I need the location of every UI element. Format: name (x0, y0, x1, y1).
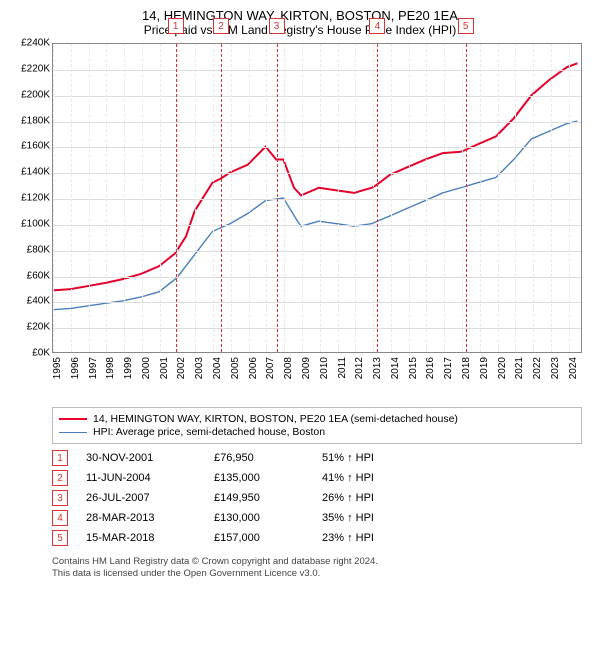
sale-price: £130,000 (214, 512, 304, 524)
sales-row: 5 15-MAR-2018 £157,000 23% ↑ HPI (52, 530, 582, 546)
sale-price: £76,950 (214, 452, 304, 464)
x-tick-label: 2020 (497, 357, 508, 379)
sale-marker-box: 2 (213, 18, 229, 34)
x-tick-label: 1999 (123, 357, 134, 379)
x-tick-label: 2024 (568, 357, 579, 379)
y-tick-label: £40K (27, 296, 50, 307)
chart-title: 14, HEMINGTON WAY, KIRTON, BOSTON, PE20 … (10, 8, 590, 23)
y-tick-label: £100K (21, 218, 50, 229)
legend-swatch (59, 418, 87, 420)
x-tick-label: 1998 (105, 357, 116, 379)
y-tick-label: £0K (32, 348, 50, 359)
y-tick-label: £240K (21, 38, 50, 49)
sale-marker-box: 4 (369, 18, 385, 34)
legend-label: 14, HEMINGTON WAY, KIRTON, BOSTON, PE20 … (93, 413, 458, 425)
y-tick-label: £140K (21, 167, 50, 178)
sale-date: 26-JUL-2007 (86, 492, 196, 504)
footnote: Contains HM Land Registry data © Crown c… (52, 556, 590, 581)
x-tick-label: 2003 (194, 357, 205, 379)
x-tick-label: 2014 (390, 357, 401, 379)
sale-number-box: 4 (52, 510, 68, 526)
sale-pct-vs-hpi: 26% ↑ HPI (322, 492, 374, 504)
series-property (53, 63, 577, 290)
sale-marker-box: 5 (458, 18, 474, 34)
legend-swatch (59, 432, 87, 433)
sale-marker-box: 1 (168, 18, 184, 34)
legend-row: HPI: Average price, semi-detached house,… (59, 426, 575, 438)
plot-area: 12345 (52, 43, 582, 353)
legend-label: HPI: Average price, semi-detached house,… (93, 426, 325, 438)
footnote-line: This data is licensed under the Open Gov… (52, 568, 590, 580)
x-tick-label: 2004 (212, 357, 223, 379)
x-axis: 1995 1996 1997 1998 1999 2000 2001 2002 2003 2004… (52, 353, 582, 403)
sale-pct-vs-hpi: 51% ↑ HPI (322, 452, 374, 464)
sale-date: 11-JUN-2004 (86, 472, 196, 484)
x-tick-label: 1996 (70, 357, 81, 379)
sales-row: 1 30-NOV-2001 £76,950 51% ↑ HPI (52, 450, 582, 466)
x-tick-label: 2011 (337, 357, 348, 379)
x-tick-label: 2007 (265, 357, 276, 379)
x-tick-label: 2021 (514, 357, 525, 379)
x-tick-label: 2015 (408, 357, 419, 379)
sales-table: 1 30-NOV-2001 £76,950 51% ↑ HPI 2 11-JUN-2004… (52, 450, 582, 546)
x-tick-label: 1997 (88, 357, 99, 379)
sale-pct-vs-hpi: 41% ↑ HPI (322, 472, 374, 484)
y-tick-label: £200K (21, 89, 50, 100)
y-axis: £0K£20K£40K£60K£80K£100K£120K£140K£160K£… (10, 43, 52, 353)
x-tick-label: 2006 (248, 357, 259, 379)
sale-date: 15-MAR-2018 (86, 532, 196, 544)
legend-row: 14, HEMINGTON WAY, KIRTON, BOSTON, PE20 … (59, 413, 575, 425)
y-tick-label: £20K (27, 322, 50, 333)
x-tick-label: 2005 (230, 357, 241, 379)
sale-date: 28-MAR-2013 (86, 512, 196, 524)
x-tick-label: 2001 (159, 357, 170, 379)
x-tick-label: 2023 (550, 357, 561, 379)
footnote-line: Contains HM Land Registry data © Crown c… (52, 556, 590, 568)
x-tick-label: 2018 (461, 357, 472, 379)
x-tick-label: 2010 (319, 357, 330, 379)
sale-price: £157,000 (214, 532, 304, 544)
chart-area: £0K £20K £40K £60K £80K £100K £120K £140K £160K £… (10, 43, 590, 403)
series-hpi (53, 121, 577, 310)
x-tick-label: 2009 (301, 357, 312, 379)
y-tick-label: £120K (21, 193, 50, 204)
legend: 14, HEMINGTON WAY, KIRTON, BOSTON, PE20 … (52, 407, 582, 444)
x-tick-label: 2019 (479, 357, 490, 379)
sales-row: 3 26-JUL-2007 £149,950 26% ↑ HPI (52, 490, 582, 506)
y-tick-label: £80K (27, 244, 50, 255)
x-tick-label: 1995 (52, 357, 63, 379)
sale-number-box: 5 (52, 530, 68, 546)
sale-pct-vs-hpi: 35% ↑ HPI (322, 512, 374, 524)
y-tick-label: £60K (27, 270, 50, 281)
x-tick-label: 2008 (283, 357, 294, 379)
sale-price: £149,950 (214, 492, 304, 504)
line-layer (53, 44, 581, 352)
sale-marker-box: 3 (269, 18, 285, 34)
sale-marker-line (277, 44, 278, 352)
y-tick-label: £180K (21, 115, 50, 126)
x-tick-label: 2022 (532, 357, 543, 379)
x-tick-label: 2012 (354, 357, 365, 379)
sale-marker-line (221, 44, 222, 352)
x-tick-label: 2017 (443, 357, 454, 379)
sale-marker-line (377, 44, 378, 352)
sale-number-box: 3 (52, 490, 68, 506)
sale-marker-line (466, 44, 467, 352)
sales-row: 4 28-MAR-2013 £130,000 35% ↑ HPI (52, 510, 582, 526)
sale-marker-line (176, 44, 177, 352)
y-tick-label: £220K (21, 63, 50, 74)
sale-price: £135,000 (214, 472, 304, 484)
x-tick-label: 2000 (141, 357, 152, 379)
x-tick-label: 2013 (372, 357, 383, 379)
y-tick-label: £160K (21, 141, 50, 152)
sale-pct-vs-hpi: 23% ↑ HPI (322, 532, 374, 544)
sale-date: 30-NOV-2001 (86, 452, 196, 464)
sale-number-box: 1 (52, 450, 68, 466)
x-tick-label: 2016 (425, 357, 436, 379)
x-tick-label: 2002 (176, 357, 187, 379)
sale-number-box: 2 (52, 470, 68, 486)
chart-subtitle: Price paid vs. HM Land Registry's House … (10, 23, 590, 37)
sales-row: 2 11-JUN-2004 £135,000 41% ↑ HPI (52, 470, 582, 486)
